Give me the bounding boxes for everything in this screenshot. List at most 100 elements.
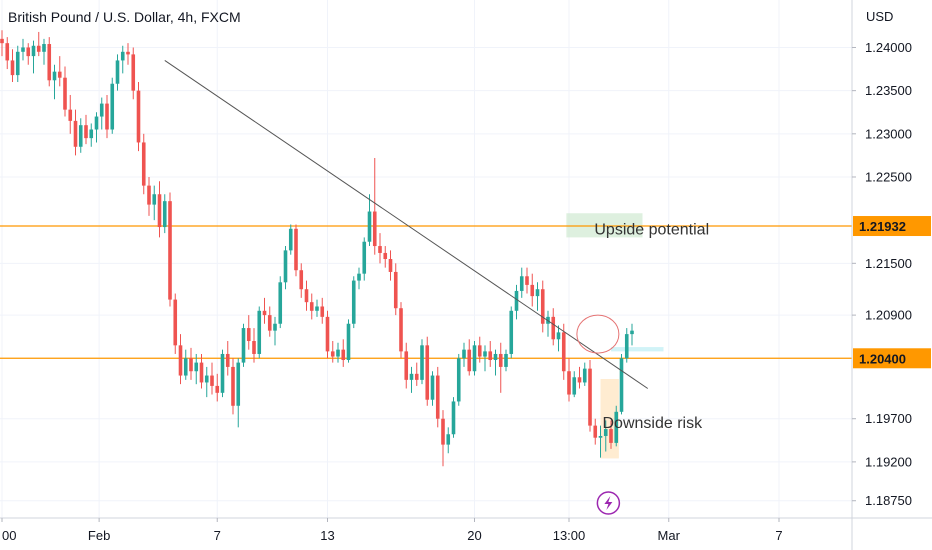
candle xyxy=(304,289,309,303)
candle xyxy=(210,375,214,386)
candle xyxy=(131,54,136,91)
candle xyxy=(414,373,419,380)
candle xyxy=(425,345,430,400)
candle xyxy=(152,194,157,205)
candle xyxy=(162,201,167,228)
candle xyxy=(488,351,493,361)
candle xyxy=(31,45,36,57)
candle xyxy=(383,252,388,259)
trendline xyxy=(164,60,649,389)
currency-label: USD xyxy=(866,9,893,24)
y-tick-label: 1.22500 xyxy=(865,169,912,184)
upside-potential-label: Upside potential xyxy=(594,221,709,238)
candle xyxy=(525,276,529,285)
y-tick-label: 1.23000 xyxy=(865,126,912,141)
candle xyxy=(115,60,120,84)
candle xyxy=(325,316,330,352)
candle xyxy=(498,353,503,367)
candle xyxy=(603,429,608,436)
candle xyxy=(630,330,634,335)
candle xyxy=(225,353,230,367)
candle xyxy=(73,120,78,147)
candle xyxy=(0,38,4,44)
candle xyxy=(477,345,482,357)
downside-risk-box xyxy=(600,379,619,459)
candle xyxy=(567,371,571,395)
candle xyxy=(467,349,472,372)
candle xyxy=(462,349,466,359)
candle xyxy=(404,351,409,380)
candle xyxy=(593,425,598,438)
x-tick-label: Mar xyxy=(658,528,681,543)
candle xyxy=(493,353,498,361)
candle xyxy=(372,211,377,247)
candle xyxy=(204,375,209,383)
candle xyxy=(561,332,566,372)
x-tick-label: 7 xyxy=(214,528,221,543)
candle xyxy=(283,250,288,283)
candle xyxy=(157,194,162,228)
candle xyxy=(273,323,277,331)
candle xyxy=(514,290,519,311)
y-tick-label: 1.21500 xyxy=(865,256,912,271)
y-tick-label: 1.19200 xyxy=(865,454,912,469)
x-tick-label: Feb xyxy=(88,528,110,543)
y-tick-label: 1.24000 xyxy=(865,40,912,55)
candle xyxy=(26,47,31,57)
flash-icon-bolt xyxy=(604,496,613,510)
candle xyxy=(409,373,414,380)
x-tick-label: 7 xyxy=(775,528,782,543)
candle xyxy=(294,228,298,271)
candle xyxy=(278,282,283,324)
candle xyxy=(388,259,393,272)
candle xyxy=(336,349,340,357)
candle xyxy=(5,43,10,61)
candle xyxy=(147,185,151,205)
candle xyxy=(351,280,356,324)
candle xyxy=(393,271,398,309)
price-level-badge xyxy=(853,216,931,237)
candle xyxy=(456,358,461,402)
candle xyxy=(362,241,367,274)
candle xyxy=(577,377,582,383)
upside-potential-box xyxy=(566,213,643,238)
candle xyxy=(52,71,57,81)
downside-risk-label: Downside risk xyxy=(603,415,704,432)
candle xyxy=(446,434,451,445)
candle xyxy=(220,353,225,393)
candle xyxy=(194,362,199,372)
candle xyxy=(582,368,587,383)
candle xyxy=(110,83,115,130)
candle xyxy=(215,385,220,393)
chart-title: British Pound / U.S. Dollar, 4h, FXCM xyxy=(8,9,241,25)
candle xyxy=(42,44,46,52)
candle xyxy=(126,51,130,55)
x-tick-label: 13:00 xyxy=(553,528,586,543)
target-box xyxy=(611,347,664,352)
candle xyxy=(84,125,88,139)
candle xyxy=(451,401,456,435)
candle xyxy=(540,289,545,324)
candle xyxy=(183,358,188,376)
candle xyxy=(57,71,62,78)
candle xyxy=(619,358,624,412)
candle xyxy=(136,90,141,143)
candle xyxy=(47,44,52,81)
candle xyxy=(367,211,372,242)
candle xyxy=(178,345,183,376)
candle xyxy=(89,129,94,139)
price-level-badge-text: 1.21932 xyxy=(859,219,906,234)
candle xyxy=(430,375,435,400)
candle xyxy=(535,289,540,297)
candle xyxy=(320,306,325,317)
candle xyxy=(173,299,178,346)
candle xyxy=(252,341,256,354)
candle xyxy=(556,332,561,340)
candle xyxy=(120,51,125,61)
candle xyxy=(199,362,204,383)
y-tick-label: 1.20900 xyxy=(865,308,912,323)
candle xyxy=(624,334,629,359)
candle xyxy=(68,109,73,121)
